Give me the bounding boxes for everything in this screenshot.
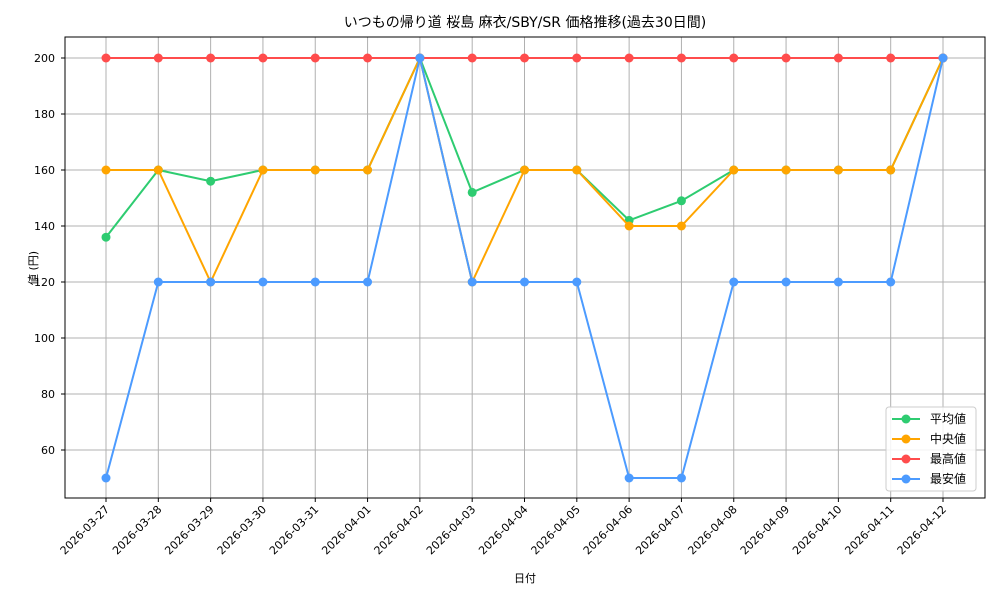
data-point	[206, 277, 216, 287]
data-point	[833, 165, 843, 175]
data-point	[206, 176, 216, 186]
y-tick-label: 120	[34, 276, 55, 289]
data-point	[676, 196, 686, 206]
data-point	[886, 165, 896, 175]
data-point	[363, 277, 373, 287]
x-tick-label: 2026-04-08	[685, 503, 739, 557]
data-point	[153, 53, 163, 63]
data-point	[729, 277, 739, 287]
legend-label: 最高値	[930, 451, 966, 466]
legend-swatch-marker	[901, 434, 911, 444]
x-axis-label: 日付	[514, 572, 536, 585]
y-axis: 60 80 100 120 140 160 180 200	[34, 52, 65, 457]
y-tick-label: 160	[34, 164, 55, 177]
legend-label: 平均値	[930, 411, 966, 426]
legend-swatch-marker	[901, 454, 911, 464]
x-tick-label: 2026-04-02	[372, 503, 426, 557]
data-point	[363, 53, 373, 63]
data-point	[101, 473, 111, 483]
x-tick-label: 2026-04-04	[476, 503, 530, 557]
grid-lines	[65, 37, 985, 498]
data-point	[624, 53, 634, 63]
data-point	[572, 277, 582, 287]
data-point	[153, 165, 163, 175]
data-point	[676, 221, 686, 231]
chart-title: いつもの帰り道 桜島 麻衣/SBY/SR 価格推移(過去30日間)	[344, 14, 706, 31]
x-axis: 2026-03-272026-03-282026-03-292026-03-30…	[58, 498, 949, 557]
x-tick-label: 2026-03-28	[110, 503, 164, 557]
data-point	[676, 53, 686, 63]
data-point	[886, 277, 896, 287]
data-point	[206, 53, 216, 63]
data-point	[781, 277, 791, 287]
data-point	[101, 53, 111, 63]
data-point	[310, 53, 320, 63]
data-point	[101, 165, 111, 175]
x-tick-label: 2026-04-01	[319, 503, 373, 557]
data-point	[520, 53, 529, 63]
data-point	[729, 53, 739, 63]
legend-swatch-marker	[901, 414, 911, 424]
data-point	[781, 165, 791, 175]
data-point	[572, 165, 582, 175]
data-point	[938, 53, 948, 63]
legend-box	[885, 406, 977, 492]
legend-label: 最安値	[930, 471, 966, 486]
data-point	[886, 53, 896, 63]
data-point	[833, 277, 843, 287]
data-point	[467, 53, 477, 63]
data-point	[310, 277, 320, 287]
data-point	[153, 277, 163, 287]
data-point	[572, 53, 582, 63]
y-tick-label: 80	[41, 388, 55, 401]
x-tick-label: 2026-04-10	[790, 503, 844, 557]
data-point	[729, 165, 739, 175]
data-point	[258, 277, 268, 287]
x-tick-label: 2026-03-31	[267, 503, 321, 557]
x-tick-label: 2026-04-11	[842, 503, 896, 557]
series-line	[101, 53, 948, 483]
data-point	[101, 232, 111, 242]
series-line	[101, 53, 948, 63]
data-point	[258, 165, 268, 175]
data-point	[624, 473, 634, 483]
legend-swatch-marker	[901, 474, 911, 484]
y-tick-label: 140	[34, 220, 55, 233]
data-point	[624, 221, 634, 231]
data-point	[310, 165, 320, 175]
x-tick-label: 2026-03-29	[162, 503, 216, 557]
x-tick-label: 2026-04-09	[738, 503, 792, 557]
y-axis-label: 値 (円)	[27, 251, 40, 285]
data-point	[520, 165, 529, 175]
y-tick-label: 200	[34, 52, 55, 65]
data-point	[833, 53, 843, 63]
y-tick-label: 100	[34, 332, 55, 345]
x-tick-label: 2026-03-27	[58, 503, 112, 557]
x-tick-label: 2026-04-05	[529, 503, 583, 557]
data-point	[676, 473, 686, 483]
data-point	[415, 53, 425, 63]
legend-label: 中央値	[930, 431, 966, 446]
y-tick-label: 60	[41, 444, 55, 457]
data-point	[467, 187, 477, 197]
data-point	[520, 277, 529, 287]
data-point	[781, 53, 791, 63]
x-tick-label: 2026-04-03	[424, 503, 478, 557]
y-tick-label: 180	[34, 108, 55, 121]
data-point	[363, 165, 373, 175]
data-series	[101, 53, 948, 483]
x-tick-label: 2026-04-06	[581, 503, 635, 557]
data-point	[467, 277, 477, 287]
x-tick-label: 2026-04-12	[895, 503, 949, 557]
x-tick-label: 2026-03-30	[215, 503, 269, 557]
x-tick-label: 2026-04-07	[633, 503, 687, 557]
data-point	[258, 53, 268, 63]
